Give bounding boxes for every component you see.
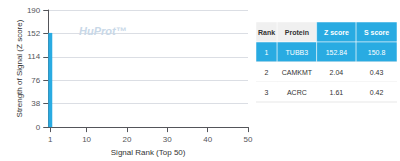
- svg-text:HuProt™: HuProt™: [79, 25, 127, 37]
- svg-text:Strength of Signal (Z score): Strength of Signal (Z score): [15, 19, 24, 117]
- svg-text:TUBB3: TUBB3: [286, 49, 309, 56]
- svg-text:Rank: Rank: [258, 29, 275, 36]
- svg-text:10: 10: [82, 135, 91, 144]
- svg-text:S score: S score: [364, 29, 389, 36]
- svg-text:20: 20: [122, 135, 131, 144]
- svg-text:1: 1: [265, 49, 269, 56]
- svg-text:2.04: 2.04: [330, 69, 344, 76]
- svg-text:76: 76: [31, 76, 40, 85]
- svg-text:1: 1: [48, 135, 53, 144]
- svg-text:0: 0: [36, 123, 41, 132]
- svg-text:2: 2: [265, 69, 269, 76]
- svg-text:30: 30: [163, 135, 172, 144]
- svg-text:190: 190: [27, 6, 41, 15]
- svg-text:3: 3: [265, 89, 269, 96]
- svg-text:1.61: 1.61: [330, 89, 344, 96]
- svg-text:40: 40: [203, 135, 212, 144]
- svg-text:152.84: 152.84: [326, 49, 348, 56]
- svg-text:Z score: Z score: [324, 29, 349, 36]
- svg-text:0.42: 0.42: [370, 89, 384, 96]
- svg-text:Protein: Protein: [285, 29, 309, 36]
- svg-text:CAMKMT: CAMKMT: [282, 69, 313, 76]
- svg-text:Signal Rank (Top 50): Signal Rank (Top 50): [111, 148, 186, 157]
- svg-text:38: 38: [31, 99, 40, 108]
- svg-text:114: 114: [27, 52, 40, 61]
- svg-text:ACRC: ACRC: [287, 89, 307, 96]
- svg-text:152: 152: [27, 29, 41, 38]
- svg-text:150.8: 150.8: [368, 49, 386, 56]
- svg-text:50: 50: [244, 135, 253, 144]
- svg-text:0.43: 0.43: [370, 69, 384, 76]
